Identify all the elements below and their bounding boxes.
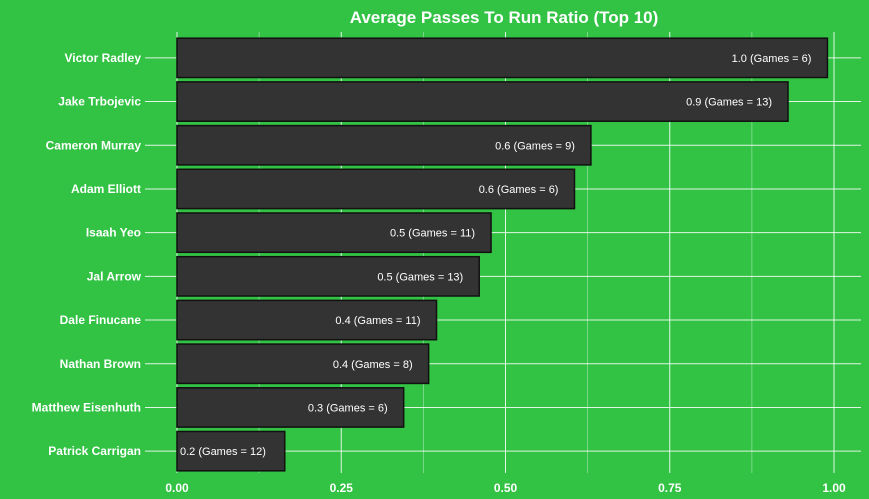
data-label: 1.0 (Games = 6) [732,53,812,65]
bar [176,255,480,297]
bar [176,81,789,122]
x-axis-ticks: 0.00 0.25 0.50 0.75 1.00 [165,481,846,495]
chart-title: Average Passes To Run Ratio (Top 10) [350,8,659,27]
y-tick-label: Patrick Carrigan [48,444,141,458]
data-label: 0.2 (Games = 12) [180,446,266,458]
y-tick-label: Matthew Eisenhuth [32,400,141,414]
y-tick-label: Dale Finucane [60,313,142,327]
bar [176,343,430,385]
data-label: 0.6 (Games = 9) [495,140,575,152]
bar [176,387,405,428]
x-tick-label: 0.25 [330,481,354,495]
y-tick-label: Adam Elliott [71,182,141,196]
bar [176,212,492,254]
x-tick-label: 0.75 [658,481,682,495]
bar [176,430,286,472]
x-tick-label: 0.00 [165,481,189,495]
data-label: 0.5 (Games = 13) [377,271,463,283]
data-labels: 1.0 (Games = 6) 0.9 (Games = 13) 0.6 (Game… [180,53,811,458]
y-tick-label: Victor Radley [65,51,142,65]
data-label: 0.4 (Games = 8) [333,359,413,371]
x-tick-label: 0.50 [494,481,518,495]
data-label: 0.9 (Games = 13) [686,97,772,109]
bar [176,168,576,210]
y-tick-label: Cameron Murray [46,138,142,152]
bars [176,37,829,472]
data-label: 0.3 (Games = 6) [308,402,388,414]
y-tick-label: Isaah Yeo [86,226,141,240]
x-tick-label: 1.00 [822,481,846,495]
data-label: 0.5 (Games = 11) [390,228,475,240]
bar [176,37,829,79]
bar [176,124,592,166]
data-label: 0.6 (Games = 6) [479,184,559,196]
y-axis-labels: Victor Radley Jake Trbojevic Cameron Murra… [32,51,142,458]
data-label: 0.4 (Games = 11) [335,315,420,327]
y-tick-label: Jal Arrow [87,269,142,283]
y-tick-label: Nathan Brown [60,357,141,371]
bar [176,299,438,341]
y-tick-label: Jake Trbojevic [58,95,141,109]
